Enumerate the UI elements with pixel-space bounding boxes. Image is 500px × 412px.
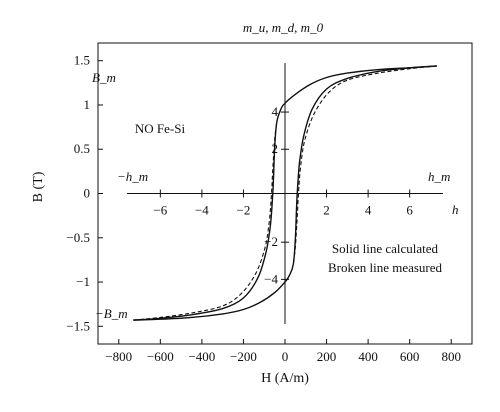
h-tick-label: −6	[153, 203, 167, 218]
x-tick-label: −200	[230, 349, 257, 364]
x-axis-label: H (A/m)	[261, 371, 309, 386]
m-tick-label: 4	[272, 104, 279, 119]
h-tick-label: −2	[237, 203, 251, 218]
hm-label: h_m	[428, 169, 450, 184]
y-tick-label: 1.5	[74, 53, 90, 68]
x-tick-label: 600	[400, 349, 420, 364]
h-tick-label: 6	[406, 203, 413, 218]
y-tick-label: −1.5	[66, 318, 90, 333]
x-tick-label: −800	[105, 349, 132, 364]
m-tick-label: −4	[264, 271, 278, 286]
legend-line2: Broken line measured	[328, 260, 443, 275]
neg-hm-label: −h_m	[117, 169, 148, 184]
series-layer	[133, 65, 437, 321]
h-axis-label: h	[452, 202, 459, 217]
bm-label: B_m	[92, 70, 116, 85]
y-axis-ticks: −1.5 −1 −0.5 0 0.5 1 1.5	[66, 53, 103, 333]
x-tick-label: 200	[317, 349, 337, 364]
x-tick-label: 400	[358, 349, 378, 364]
y-tick-label: −0.5	[66, 230, 90, 245]
x-tick-label: −600	[147, 349, 174, 364]
y-tick-label: 0	[84, 186, 91, 201]
y-axis-label: B (T)	[31, 171, 46, 202]
h-tick-label: 4	[365, 203, 372, 218]
x-tick-label: 0	[282, 349, 289, 364]
y-tick-label: −1	[76, 274, 90, 289]
x-tick-label: 800	[441, 349, 461, 364]
inner-axes: −6 −4 −2 2 4 642−2−4	[127, 63, 443, 324]
top-m-label: m_u, m_d, m_0	[243, 20, 324, 35]
x-tick-label: −400	[188, 349, 215, 364]
measured-branch-line	[133, 122, 278, 321]
y-tick-label: 0.5	[74, 141, 90, 156]
legend-line1: Solid line calculated	[332, 241, 439, 256]
calculated-branch-line	[133, 65, 437, 321]
material-label: NO Fe-Si	[135, 121, 186, 136]
measured-branch-line	[292, 65, 437, 265]
calculated-branch-line	[133, 65, 437, 321]
h-tick-label: −4	[195, 203, 209, 218]
x-axis-ticks: −800 −600 −400 −200 0 200 400 600 800	[105, 339, 461, 364]
neg-bm-label: −B_m	[95, 306, 128, 321]
h-tick-label: 2	[323, 203, 330, 218]
y-tick-label: 1	[84, 97, 91, 112]
